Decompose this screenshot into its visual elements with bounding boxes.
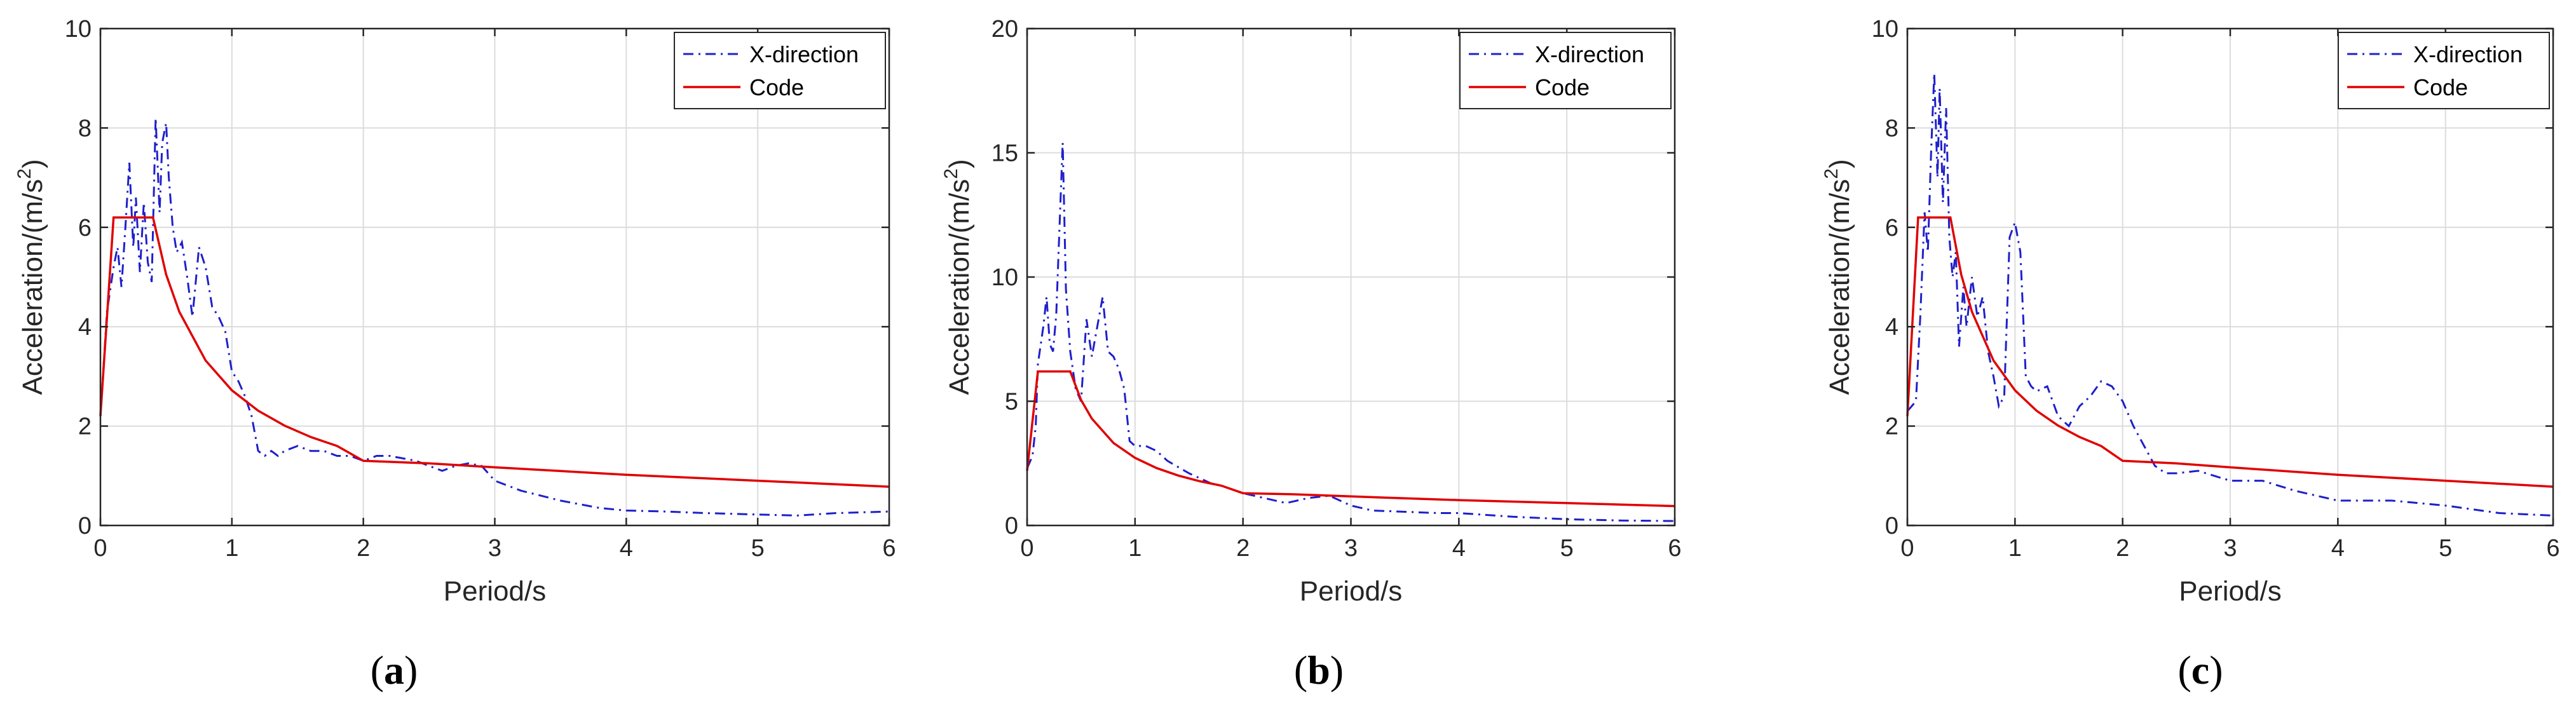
panel-caption: (b) bbox=[1294, 647, 1344, 693]
x-tick-label: 2 bbox=[2116, 535, 2129, 562]
y-tick-label: 2 bbox=[1885, 414, 1898, 440]
y-tick-label: 4 bbox=[1885, 314, 1898, 341]
caption-letter: b bbox=[1307, 647, 1330, 693]
legend-label: Code bbox=[1535, 74, 1590, 100]
x-tick-label: 2 bbox=[1236, 535, 1250, 562]
y-axis-label-main: Acceleration/(m/s bbox=[944, 179, 975, 395]
chart-panel-b: 0 1 2 3 4 5 6 0 5 10 15 20 Period/s Acceleration/(m/s… bbox=[941, 16, 1682, 693]
y-tick-label: 6 bbox=[1885, 215, 1898, 241]
legend-box bbox=[674, 32, 886, 109]
x-tick-label: 3 bbox=[1344, 535, 1358, 562]
legend-label: Code bbox=[2413, 74, 2468, 100]
legend-box bbox=[2338, 32, 2550, 109]
x-tick-label: 4 bbox=[620, 535, 633, 562]
y-tick-label: 10 bbox=[1872, 16, 1898, 43]
x-tick-label: 1 bbox=[2008, 535, 2022, 562]
x-tick-label: 6 bbox=[1668, 535, 1681, 562]
x-tick-label: 1 bbox=[1128, 535, 1141, 562]
caption-letter: c bbox=[2191, 647, 2209, 693]
y-tick-label: 20 bbox=[992, 16, 1018, 43]
x-tick-label: 6 bbox=[882, 535, 896, 562]
caption-paren-open: ( bbox=[1294, 647, 1307, 693]
x-axis-label: Period/s bbox=[1300, 576, 1402, 607]
legend-label: Code bbox=[749, 74, 804, 100]
x-axis-label: Period/s bbox=[444, 576, 546, 607]
series-line-code bbox=[1906, 216, 2554, 488]
panel-caption: (c) bbox=[2177, 647, 2223, 693]
legend: X-direction Code bbox=[1459, 32, 1672, 109]
y-axis-label-sup: 2 bbox=[14, 168, 35, 179]
y-axis-label-sup: 2 bbox=[941, 168, 962, 179]
y-tick-label: 15 bbox=[992, 140, 1018, 167]
x-tick-label: 4 bbox=[2331, 535, 2345, 562]
y-tick-label: 10 bbox=[992, 264, 1018, 291]
x-axis-label: Period/s bbox=[2179, 576, 2281, 607]
y-axis-label-end: ) bbox=[17, 159, 48, 168]
x-tick-label: 0 bbox=[1020, 535, 1033, 562]
y-tick-label: 0 bbox=[78, 513, 92, 539]
panel-caption: (a) bbox=[371, 647, 418, 693]
legend-label: X-direction bbox=[749, 41, 859, 67]
y-axis-label: Acceleration/(m/s2) bbox=[1821, 159, 1855, 395]
legend-label: X-direction bbox=[1535, 41, 1644, 67]
x-tick-label: 3 bbox=[2223, 535, 2237, 562]
y-tick-label: 8 bbox=[1885, 115, 1898, 142]
y-tick-label: 4 bbox=[78, 314, 92, 341]
x-tick-label: 6 bbox=[2546, 535, 2559, 562]
x-tick-label: 4 bbox=[1452, 535, 1466, 562]
chart-panel-a: 0 1 2 3 4 5 60246810Period/sAcceleration/(m/s2… bbox=[14, 16, 896, 693]
x-tick-label: 3 bbox=[488, 535, 501, 562]
y-tick-label: 0 bbox=[1885, 513, 1898, 539]
x-tick-label: 5 bbox=[2439, 535, 2452, 562]
y-axis-label-main: Acceleration/(m/s bbox=[1824, 179, 1855, 395]
series-line-code bbox=[1026, 370, 1675, 508]
caption-letter: a bbox=[384, 647, 404, 693]
caption-paren-close: ) bbox=[2209, 647, 2223, 693]
y-tick-label: 0 bbox=[1005, 513, 1018, 539]
legend-label: X-direction bbox=[2413, 41, 2523, 67]
y-axis-label: Acceleration/(m/s2) bbox=[941, 159, 975, 395]
y-tick-label: 6 bbox=[78, 215, 92, 241]
y-tick-label: 8 bbox=[78, 115, 92, 142]
caption-paren-open: ( bbox=[2177, 647, 2191, 693]
y-axis-label: Acceleration/(m/s2) bbox=[14, 159, 48, 395]
series-line-x-direction bbox=[99, 118, 890, 517]
x-tick-label: 2 bbox=[357, 535, 370, 562]
x-tick-label: 0 bbox=[93, 535, 107, 562]
chart-panel-c: 0 1 2 3 4 5 60246810Period/sAcceleration/(m/s2… bbox=[1821, 16, 2560, 693]
y-axis-label-end: ) bbox=[1824, 159, 1855, 168]
x-tick-label: 5 bbox=[1560, 535, 1574, 562]
legend: X-direction Code bbox=[674, 32, 886, 109]
y-axis-label-main: Acceleration/(m/s bbox=[17, 179, 48, 395]
y-tick-label: 5 bbox=[1005, 389, 1018, 416]
y-tick-label: 10 bbox=[65, 16, 92, 43]
y-tick-label: 2 bbox=[78, 414, 92, 440]
series-line-x-direction bbox=[1906, 73, 2554, 517]
caption-paren-close: ) bbox=[1330, 647, 1344, 693]
series-line-code bbox=[99, 216, 890, 488]
legend: X-direction Code bbox=[2338, 32, 2550, 109]
y-axis-label-end: ) bbox=[944, 159, 975, 168]
legend-box bbox=[1459, 32, 1672, 109]
x-tick-label: 0 bbox=[1900, 535, 1914, 562]
y-axis-label-sup: 2 bbox=[1821, 168, 1842, 179]
x-tick-label: 5 bbox=[751, 535, 765, 562]
caption-paren-open: ( bbox=[371, 647, 384, 693]
caption-paren-close: ) bbox=[404, 647, 418, 693]
x-tick-label: 1 bbox=[225, 535, 238, 562]
